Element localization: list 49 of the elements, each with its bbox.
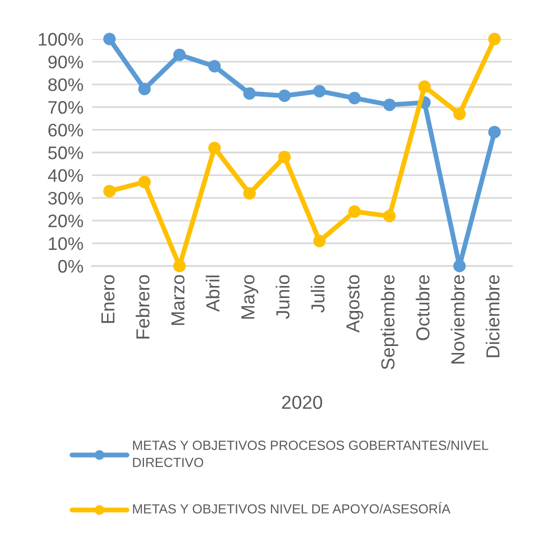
y-tick-label: 0% xyxy=(58,260,84,273)
x-tick-label: Diciembre xyxy=(486,275,500,358)
point xyxy=(313,234,326,248)
point xyxy=(278,90,291,102)
x-axis-title: 2020 xyxy=(282,396,322,409)
y-tick-label: 70% xyxy=(48,101,84,114)
point xyxy=(208,60,221,72)
point xyxy=(243,87,256,100)
y-tick-label: 40% xyxy=(48,169,84,182)
y-tick-label: 30% xyxy=(48,192,84,205)
x-tick-label: Abril xyxy=(206,276,220,312)
y-tick-label: 10% xyxy=(48,237,84,250)
x-tick-label: Febrero xyxy=(136,275,150,338)
point xyxy=(208,142,221,154)
y-tick-label: 60% xyxy=(48,124,84,137)
legend-label: METAS Y OBJETIVOS PROCESOS GOBERTANTES/NIVEL DIRECTIVO xyxy=(133,440,488,468)
x-tick-label: Noviembre xyxy=(450,275,465,364)
x-tick-label: Junio xyxy=(276,275,290,319)
point xyxy=(243,187,256,200)
y-tick-label: 80% xyxy=(48,78,84,92)
point xyxy=(383,210,396,222)
point xyxy=(453,260,466,272)
point xyxy=(488,32,501,46)
point xyxy=(453,108,466,120)
point xyxy=(348,205,361,218)
point xyxy=(418,80,431,93)
x-tick-label: Septiembre xyxy=(380,275,398,370)
point xyxy=(383,98,396,112)
y-tick-label: 100% xyxy=(38,32,84,46)
x-tick-label: Enero xyxy=(101,275,115,323)
x-tick-label: Marzo xyxy=(171,275,185,325)
y-tick-label: 90% xyxy=(48,56,84,68)
legend-label: METAS Y OBJETIVOS NIVEL DE APOYO/ASESORÍA xyxy=(133,502,450,514)
point xyxy=(103,32,116,46)
point xyxy=(138,176,151,188)
point xyxy=(278,150,291,164)
x-tick-label: Octubre xyxy=(416,275,430,340)
point xyxy=(103,184,116,198)
point xyxy=(488,126,501,138)
point xyxy=(138,82,151,96)
point xyxy=(173,260,186,272)
x-tick-label: Julio xyxy=(310,275,325,313)
point xyxy=(313,84,326,98)
point xyxy=(173,48,186,62)
y-tick-label: 50% xyxy=(48,146,84,160)
x-tick-label: Agosto xyxy=(346,275,364,333)
x-tick-label: Mayo xyxy=(241,275,258,319)
point xyxy=(348,92,361,104)
y-tick-label: 20% xyxy=(48,214,84,228)
